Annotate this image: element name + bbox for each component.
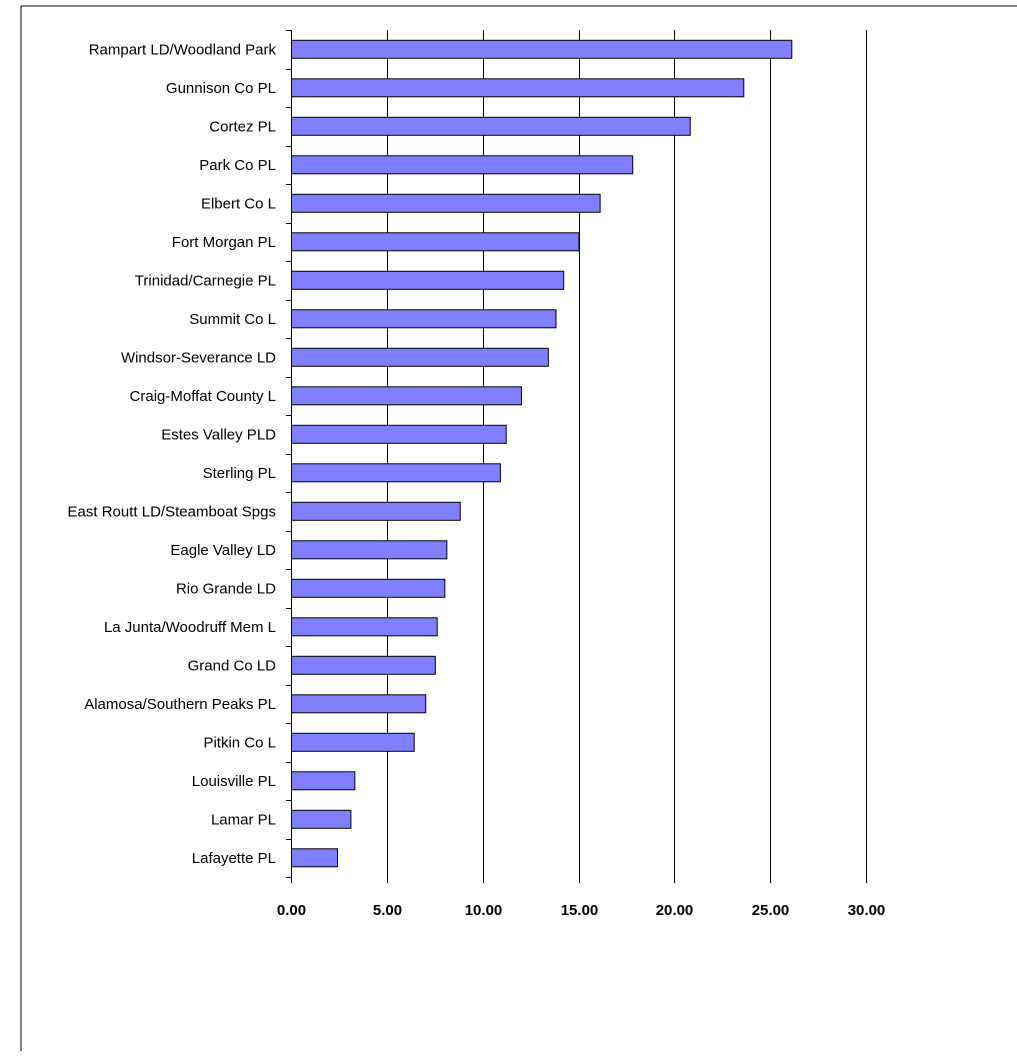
bar [291, 424, 507, 444]
category-label: East Routt LD/Steamboat Spgs [68, 503, 276, 520]
category-label: Louisville PL [192, 773, 276, 790]
bar [291, 732, 415, 752]
y-axis-ticks [286, 30, 291, 878]
category-label: Pitkin Co L [203, 734, 276, 751]
x-tick-label: 5.00 [373, 902, 402, 919]
x-tick-label: 20.00 [656, 902, 694, 919]
bar [291, 578, 446, 598]
category-label: Craig-Moffat County L [130, 388, 276, 405]
bar [291, 771, 356, 791]
category-label: Summit Co L [189, 311, 276, 328]
bar [291, 270, 565, 290]
category-label: Windsor-Severance LD [121, 349, 276, 366]
bar [291, 39, 793, 59]
x-tick-label: 25.00 [752, 902, 790, 919]
x-tick-label: 15.00 [561, 902, 599, 919]
bar [291, 809, 352, 829]
bar [291, 694, 427, 714]
category-label: Gunnison Co PL [166, 80, 276, 97]
category-label: Lafayette PL [192, 850, 276, 867]
bar [291, 386, 522, 406]
bar [291, 193, 601, 213]
category-label: Sterling PL [203, 465, 276, 482]
bars [291, 39, 793, 868]
category-label: Park Co PL [199, 157, 276, 174]
x-tick-label: 10.00 [465, 902, 503, 919]
bar [291, 232, 580, 252]
category-label: Eagle Valley LD [170, 542, 276, 559]
x-axis-ticks [291, 877, 867, 883]
category-label: La Junta/Woodruff Mem L [104, 619, 276, 636]
category-label: Estes Valley PLD [161, 426, 276, 443]
category-label: Rio Grande LD [176, 580, 276, 597]
category-label: Grand Co LD [188, 657, 277, 674]
category-label: Cortez PL [209, 118, 276, 135]
x-tick-label: 0.00 [277, 902, 306, 919]
category-label: Trinidad/Carnegie PL [135, 272, 276, 289]
bar [291, 116, 691, 136]
category-label: Fort Morgan PL [172, 234, 276, 251]
bar [291, 501, 461, 521]
bar [291, 848, 338, 868]
category-label: Rampart LD/Woodland Park [89, 41, 277, 58]
category-labels: Rampart LD/Woodland Park Gunnison Co PL Co… [68, 41, 277, 867]
category-label: Lamar PL [211, 811, 276, 828]
bar [291, 540, 448, 560]
bar [291, 347, 549, 367]
bar [291, 463, 501, 483]
bar [291, 155, 634, 175]
x-tick-labels: 0.00 5.00 10.00 15.00 20.00 25.00 30.00 [277, 902, 885, 919]
category-label: Alamosa/Southern Peaks PL [84, 696, 276, 713]
bar [291, 78, 745, 98]
category-label: Elbert Co L [201, 195, 276, 212]
bar [291, 655, 436, 675]
bar [291, 309, 557, 329]
x-tick-label: 30.00 [848, 902, 886, 919]
bar [291, 617, 438, 637]
